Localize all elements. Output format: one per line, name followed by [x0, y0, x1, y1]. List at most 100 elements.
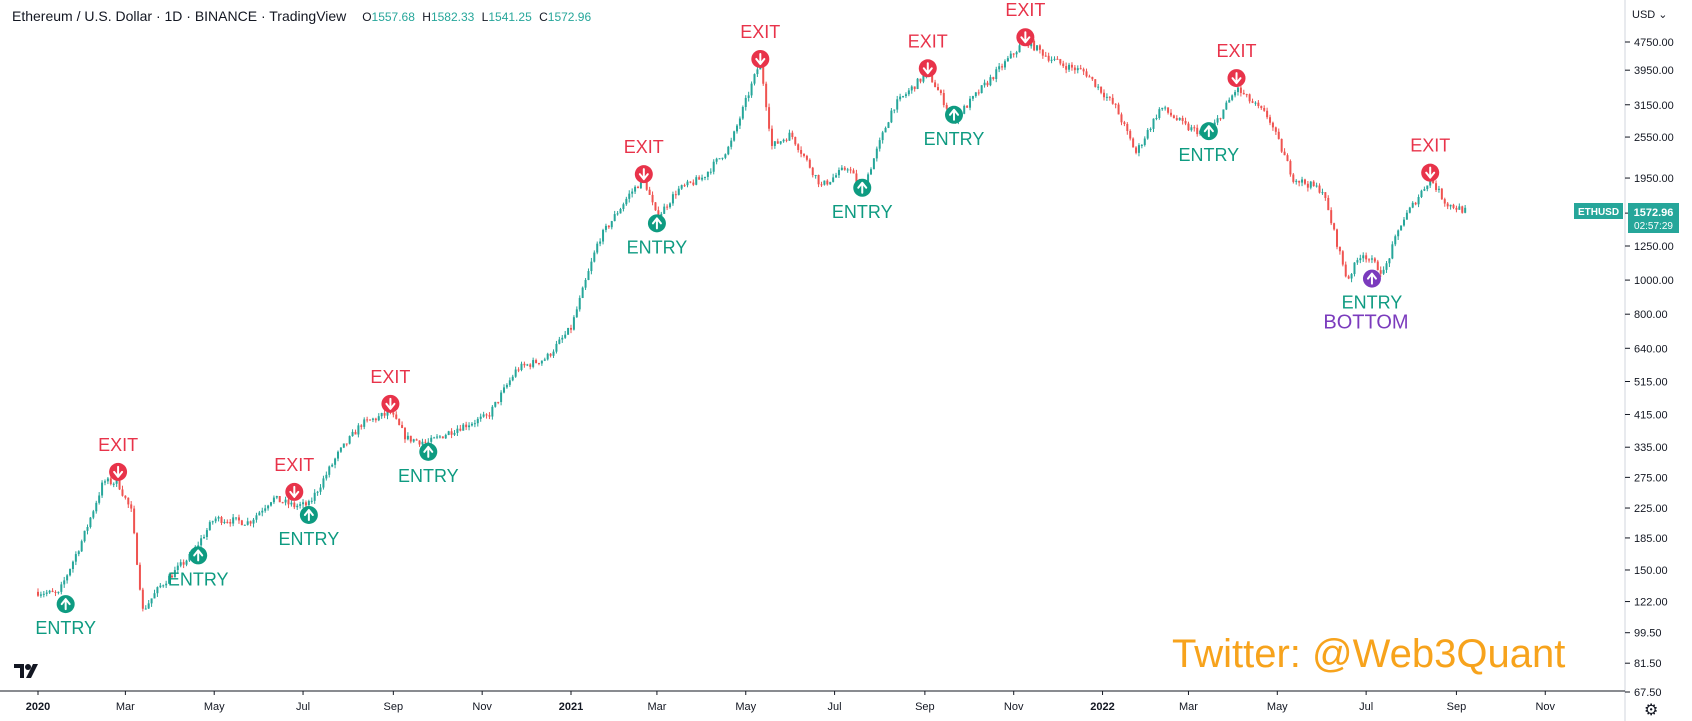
entry-signal[interactable]: ENTRY — [279, 505, 340, 549]
candle-body — [1006, 58, 1009, 62]
candle-body — [66, 575, 69, 581]
candle-body — [115, 479, 118, 484]
candle-body — [450, 431, 453, 435]
candle-body — [1003, 61, 1006, 68]
candle-body — [1073, 67, 1076, 71]
candle-body — [470, 423, 473, 426]
candle-body — [1234, 92, 1237, 96]
candle-body — [1050, 59, 1053, 61]
exit-signal[interactable]: EXIT — [274, 455, 314, 501]
candle-body — [494, 401, 497, 407]
candle-body — [60, 584, 63, 592]
price-axis[interactable]: 4750.003950.003150.002550.001950.001550.… — [1625, 37, 1674, 699]
candle-body — [840, 167, 843, 171]
candle-body — [299, 504, 302, 506]
candle-body — [211, 521, 214, 523]
candle-body — [878, 140, 881, 149]
candle-body — [1289, 161, 1292, 175]
entry-signal[interactable]: ENTRY — [627, 214, 688, 257]
candle-body — [607, 225, 610, 228]
candle-body — [791, 132, 794, 137]
candle-body — [884, 127, 887, 133]
candle-body — [584, 279, 587, 288]
candle-body — [1068, 64, 1071, 70]
candle-body — [208, 522, 211, 531]
entry-signal[interactable]: ENTRY — [1179, 122, 1240, 165]
candle-body — [1391, 244, 1394, 259]
entry-label: ENTRY — [924, 129, 985, 149]
candle-body — [701, 177, 704, 180]
candle-body — [1400, 225, 1403, 231]
candle-body — [1449, 204, 1452, 207]
time-axis[interactable]: 2020 Mar May Jul Sep Nov 2021 Mar May Jul Sep Nov 20… — [26, 691, 1556, 713]
arrow-up-glyph — [1203, 125, 1214, 138]
settings-gear-icon[interactable]: ⚙ — [1644, 702, 1659, 719]
entry-signal[interactable]: ENTRY — [35, 595, 96, 638]
candle-body — [173, 570, 176, 578]
candle-body — [1175, 118, 1178, 120]
candle-body — [1362, 255, 1365, 259]
candle-body — [473, 423, 476, 425]
candle-body — [159, 585, 162, 588]
candle-body — [776, 141, 779, 144]
candle-body — [351, 431, 354, 437]
candle-body — [977, 92, 980, 94]
candle-body — [570, 327, 572, 330]
candle-body — [313, 492, 316, 501]
candle-body — [869, 169, 872, 175]
candle-body — [1336, 229, 1339, 247]
exit-signal[interactable]: EXIT — [908, 31, 948, 78]
candle-body — [136, 533, 139, 565]
candle-body — [296, 505, 299, 508]
candle-body — [1036, 45, 1039, 51]
candle-body — [1105, 96, 1108, 98]
candle-body — [936, 87, 939, 91]
currency-selector[interactable]: USD ⌄ — [1632, 8, 1668, 21]
candle-body — [963, 105, 966, 114]
candle-body — [339, 447, 342, 452]
exit-signal[interactable]: EXIT — [1217, 41, 1257, 88]
candle-body — [785, 139, 788, 141]
candle-body — [217, 517, 220, 519]
entry-label: ENTRY — [1342, 293, 1403, 313]
candle-body — [1274, 127, 1277, 132]
watermark-text: Twitter: @Web3Quant — [1172, 632, 1566, 676]
tradingview-logo-icon[interactable] — [12, 660, 42, 684]
candle-body — [1397, 230, 1400, 237]
entry-signal[interactable]: ENTRY — [924, 105, 985, 149]
exit-signal[interactable]: EXIT — [740, 22, 780, 68]
exit-signal[interactable]: EXIT — [98, 435, 138, 481]
candle-body — [1301, 179, 1304, 183]
symbol-title[interactable]: Ethereum / U.S. Dollar · 1D · BINANCE · … — [12, 8, 347, 24]
candle-body — [526, 364, 529, 366]
candle-body — [418, 440, 421, 445]
exit-signal[interactable]: EXIT — [370, 367, 410, 413]
candle-body — [1172, 115, 1175, 119]
candle-body — [1309, 181, 1312, 188]
entry-signal[interactable]: ENTRY — [168, 546, 229, 589]
entry-signal[interactable]: ENTRY — [832, 178, 893, 222]
price-tag-countdown: 02:57:29 — [1634, 221, 1673, 232]
candle-body — [724, 154, 727, 158]
entry-signal[interactable]: ENTRY — [398, 442, 459, 486]
candle-body — [636, 186, 639, 189]
candle-body — [986, 82, 989, 86]
candle-body — [843, 167, 846, 170]
candle-body — [523, 363, 526, 366]
exit-signal[interactable]: EXIT — [1005, 0, 1045, 47]
symbol-tag-label: ETHUSD — [1578, 207, 1619, 218]
candle-body — [546, 353, 549, 360]
candle-body — [95, 502, 98, 512]
candle-body — [237, 517, 240, 521]
price-tick-label: 150.00 — [1634, 565, 1668, 577]
candle-body — [1126, 124, 1129, 131]
candle-body — [272, 497, 275, 503]
candle-body — [1356, 260, 1359, 263]
candle-body — [441, 436, 444, 439]
candle-body — [1129, 130, 1132, 139]
exit-signal[interactable]: EXIT — [1410, 136, 1450, 182]
exit-signal[interactable]: EXIT — [624, 137, 664, 184]
time-tick-label: Mar — [647, 701, 666, 713]
